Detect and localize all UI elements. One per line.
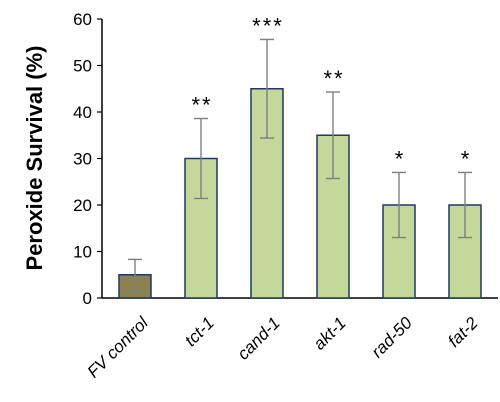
x-tick-label: cand-1 (234, 313, 284, 363)
y-tick-label: 20 (73, 196, 92, 215)
significance-label: ** (323, 66, 344, 91)
y-axis-label: Peroxide Survival (%) (22, 46, 47, 271)
x-tick-label: fat-2 (444, 313, 482, 351)
x-tick-label: rad-50 (368, 313, 417, 362)
y-tick-label: 0 (83, 289, 92, 308)
significance-label: *** (252, 13, 284, 38)
y-tick-label: 50 (73, 57, 92, 76)
y-tick-labels: 0 10 20 30 40 50 60 (73, 10, 92, 308)
significance-labels: ******** * (191, 13, 472, 171)
x-tick-label: tct-1 (181, 313, 218, 350)
significance-label: * (395, 146, 406, 171)
error-bars (128, 38, 472, 291)
y-tick-label: 60 (73, 10, 92, 29)
significance-label: * (461, 146, 472, 171)
significance-label: ** (191, 93, 212, 118)
x-tick-label: FV control (84, 313, 153, 382)
y-tick-label: 30 (73, 150, 92, 169)
y-tick-label: 10 (73, 243, 92, 262)
bars (118, 88, 482, 299)
x-tick-labels: FV control tct-1 cand-1 akt-1 rad-50 fat-2 (84, 313, 483, 382)
x-tick-label: akt-1 (310, 313, 350, 353)
axes (97, 18, 498, 299)
y-tick-label: 40 (73, 103, 92, 122)
